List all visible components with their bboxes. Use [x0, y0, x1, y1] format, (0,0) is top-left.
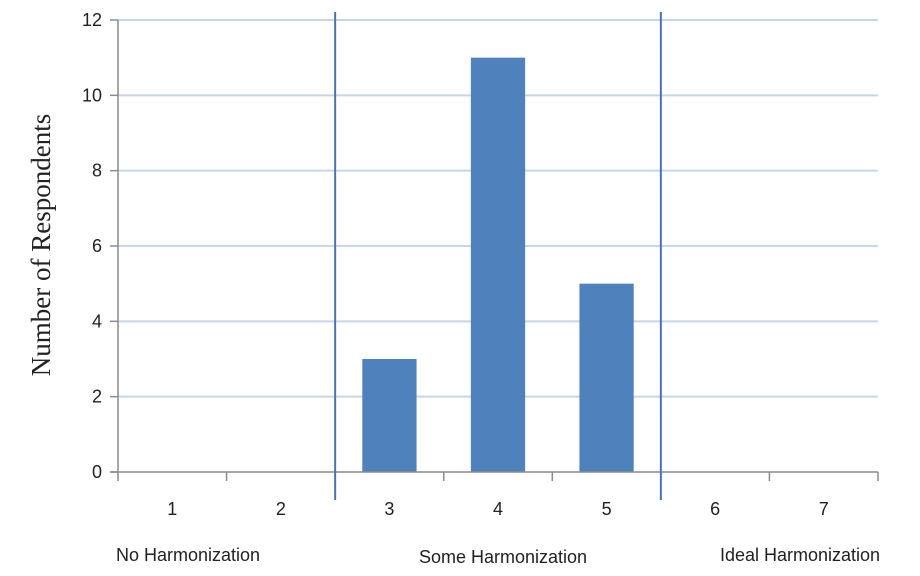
- region-label-ideal-harmonization: Ideal Harmonization: [720, 545, 880, 565]
- x-tick-label-6: 6: [710, 499, 720, 519]
- y-tick-label-4: 4: [92, 311, 102, 331]
- y-tick-label-12: 12: [82, 10, 102, 30]
- x-tick-label-3: 3: [384, 499, 394, 519]
- region-label-some-harmonization: Some Harmonization: [419, 547, 587, 567]
- y-axis-title: Number of Respondents: [26, 114, 56, 376]
- bars: [362, 58, 633, 472]
- x-tick-label-7: 7: [819, 499, 829, 519]
- bar-3: [362, 359, 416, 472]
- y-tick-label-10: 10: [82, 85, 102, 105]
- region-label-no-harmonization: No Harmonization: [116, 545, 260, 565]
- bar-4: [471, 58, 525, 472]
- y-tick-label-6: 6: [92, 236, 102, 256]
- y-tick-label-8: 8: [92, 161, 102, 181]
- y-tick-label-2: 2: [92, 387, 102, 407]
- y-tick-label-0: 0: [92, 462, 102, 482]
- x-tick-label-1: 1: [167, 499, 177, 519]
- bar-5: [579, 284, 633, 472]
- x-tick-label-2: 2: [276, 499, 286, 519]
- x-tick-label-4: 4: [493, 499, 503, 519]
- x-tick-label-5: 5: [602, 499, 612, 519]
